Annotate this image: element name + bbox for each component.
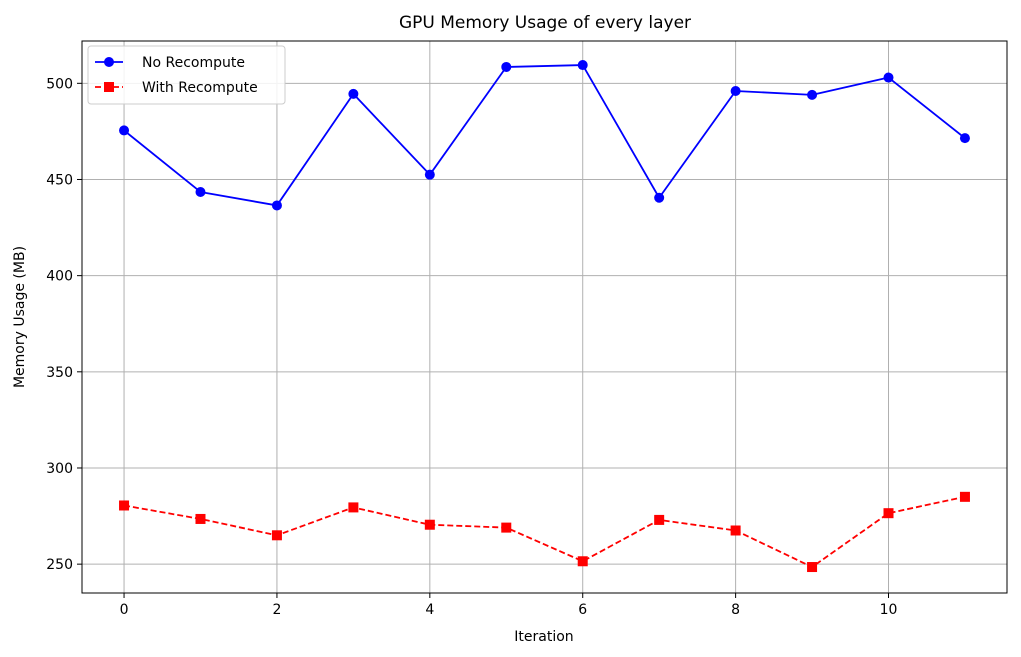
data-point-no-recompute — [654, 192, 665, 203]
data-point-no-recompute — [348, 88, 359, 99]
series-line-no-recompute — [123, 64, 966, 207]
data-point-with-recompute — [730, 525, 741, 536]
x-tick-label: 4 — [425, 602, 434, 618]
data-point-with-recompute — [348, 502, 359, 513]
data-point-no-recompute — [807, 89, 818, 100]
data-point-with-recompute — [119, 500, 130, 511]
series-line-with-recompute — [123, 495, 966, 568]
data-point-with-recompute — [959, 491, 970, 502]
grid-lines — [82, 41, 1007, 593]
legend: No Recompute With Recompute — [87, 45, 286, 105]
data-point-no-recompute — [119, 125, 130, 136]
data-point-no-recompute — [959, 133, 970, 144]
data-point-no-recompute — [424, 169, 435, 180]
plot-area-frame — [81, 40, 1008, 594]
data-point-no-recompute — [577, 60, 588, 71]
x-tick-label: 0 — [120, 602, 129, 618]
legend-marker-no-recompute — [104, 57, 114, 67]
data-point-no-recompute — [730, 86, 741, 97]
y-tick-label: 250 — [46, 557, 73, 573]
y-tick-label: 400 — [46, 269, 73, 285]
y-tick-label: 300 — [46, 461, 73, 477]
y-tick-label: 450 — [46, 172, 73, 188]
data-point-with-recompute — [501, 522, 512, 533]
data-point-with-recompute — [577, 556, 588, 567]
y-tick-label: 350 — [46, 365, 73, 381]
legend-label-with-recompute: With Recompute — [142, 80, 258, 96]
x-tick-label: 6 — [578, 602, 587, 618]
legend-label-no-recompute: No Recompute — [142, 55, 245, 71]
axis-ticks: 0 2 4 6 8 10 250 300 350 400 450 500 — [46, 76, 897, 618]
series-layer — [119, 60, 970, 573]
chart-title: GPU Memory Usage of every layer — [399, 13, 691, 33]
x-axis-title: Iteration — [514, 629, 573, 645]
data-point-with-recompute — [654, 514, 665, 525]
data-point-no-recompute — [883, 72, 894, 83]
data-point-with-recompute — [271, 530, 282, 541]
x-tick-label: 8 — [731, 602, 740, 618]
x-tick-label: 10 — [880, 602, 898, 618]
data-point-no-recompute — [271, 200, 282, 211]
data-point-with-recompute — [195, 513, 206, 524]
x-tick-label: 2 — [272, 602, 281, 618]
legend-marker-with-recompute — [104, 82, 114, 92]
data-point-no-recompute — [195, 186, 206, 197]
y-tick-label: 500 — [46, 76, 73, 92]
data-point-with-recompute — [807, 562, 818, 573]
data-point-with-recompute — [883, 508, 894, 519]
legend-frame — [87, 45, 286, 105]
data-point-no-recompute — [501, 61, 512, 72]
y-axis-title: Memory Usage (MB) — [12, 246, 28, 388]
data-point-with-recompute — [424, 519, 435, 530]
